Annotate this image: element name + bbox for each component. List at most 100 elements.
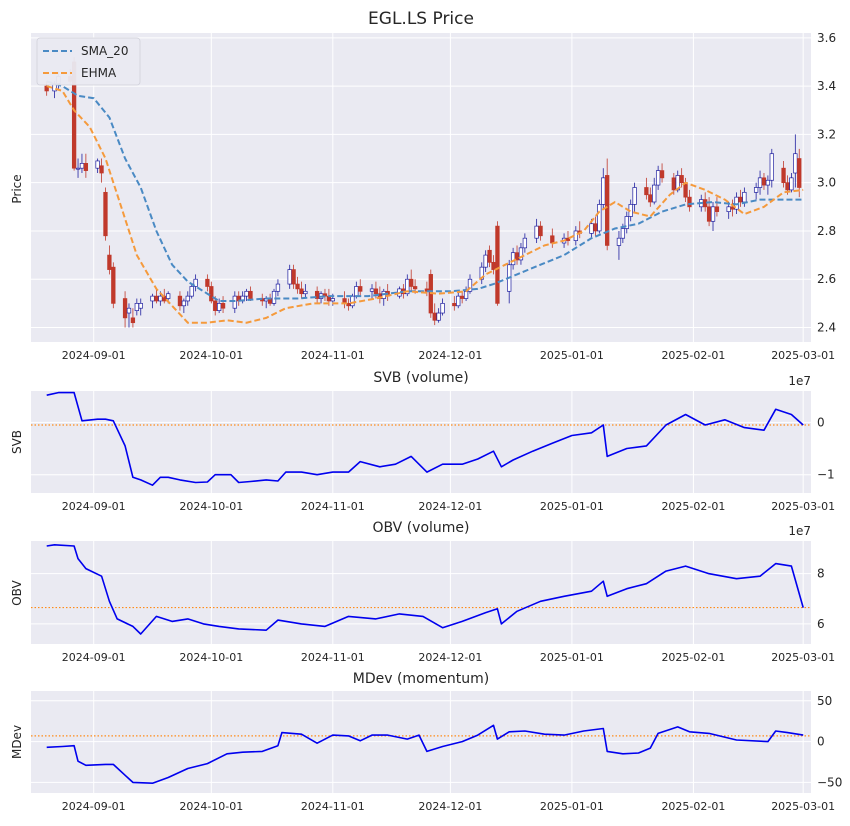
y-tick-label: 2.4 — [817, 321, 836, 335]
candle-body — [373, 288, 379, 295]
sma-20-line — [46, 80, 804, 302]
candle-body — [714, 206, 720, 212]
candle-body — [177, 295, 183, 307]
candle-body — [624, 216, 629, 229]
candle-body — [295, 283, 300, 290]
candle-body — [354, 286, 359, 297]
candle-body — [213, 300, 218, 311]
x-tick-label: 2025-01-01 — [540, 800, 604, 813]
y-tick-label: 0 — [817, 735, 825, 749]
x-tick-label: 2025-02-01 — [661, 800, 725, 813]
candle-body — [460, 295, 465, 299]
candle-body — [248, 290, 253, 299]
y-tick-label: −50 — [817, 775, 842, 789]
series-line — [46, 724, 804, 785]
candle-body — [761, 177, 767, 186]
candle-body — [436, 312, 441, 321]
candle-body — [765, 179, 771, 186]
candle-body — [797, 158, 802, 188]
candle-body — [358, 286, 363, 292]
candle-body — [452, 303, 457, 307]
svb-offset-label: 1e7 — [788, 374, 811, 388]
candle-body — [793, 153, 798, 174]
candle-body — [491, 261, 496, 270]
candle-body — [209, 286, 214, 302]
candle-body — [479, 266, 484, 280]
candle-body — [655, 170, 661, 186]
candle-body — [781, 167, 786, 184]
candle-body — [122, 298, 128, 319]
candle-body — [605, 175, 610, 246]
candle-body — [412, 286, 418, 290]
price-y-ticks: 2.4 2.6 2.8 3.0 3.2 3.4 3.6 — [817, 31, 836, 335]
y-tick-label: 2.6 — [817, 272, 836, 286]
candle-body — [193, 278, 198, 287]
x-tick-label: 2024-09-01 — [62, 800, 126, 813]
obv-y-ticks: 68 — [817, 567, 825, 631]
price-y-axis-label: Price — [10, 174, 24, 203]
y-tick-label: 8 — [817, 567, 825, 581]
candle-body — [134, 303, 139, 311]
svb-title: SVB (volume) — [373, 370, 468, 386]
candle-body — [644, 187, 649, 196]
candle-body — [522, 237, 528, 249]
candle-body — [738, 196, 743, 203]
obv-line — [46, 543, 804, 635]
y-tick-label: 6 — [817, 617, 825, 631]
candle-body — [205, 278, 210, 287]
price-grid — [31, 33, 811, 342]
candle-body — [573, 230, 578, 241]
candle-body — [597, 204, 602, 232]
mdev-y-axis-label: MDev — [10, 725, 24, 759]
candle-body — [456, 295, 461, 307]
x-tick-label: 2024-12-01 — [418, 349, 482, 362]
x-tick-label: 2025-03-01 — [771, 800, 835, 813]
candle-body — [130, 317, 136, 324]
candle-body — [158, 295, 163, 302]
candle-body — [107, 254, 112, 270]
candle-body — [601, 177, 606, 205]
candle-body — [487, 249, 492, 263]
x-tick-label: 2025-03-01 — [771, 349, 835, 362]
x-tick-label: 2024-10-01 — [179, 651, 243, 664]
x-tick-label: 2024-09-01 — [62, 500, 126, 513]
candle-body — [538, 225, 543, 237]
mdev-line — [46, 724, 804, 785]
obv-grid — [31, 541, 811, 644]
candle-body — [216, 303, 222, 311]
candle-body — [103, 191, 108, 237]
candle-body — [79, 163, 85, 169]
price-title: EGL.LS Price — [368, 9, 474, 29]
candle-body — [769, 153, 774, 181]
candle-body — [244, 290, 249, 297]
candle-body — [616, 237, 622, 246]
candle-body — [679, 175, 684, 184]
candle-body — [648, 194, 653, 203]
svb-line — [46, 391, 804, 487]
candle-body — [620, 228, 626, 239]
candle-body — [291, 269, 296, 285]
obv-panel: 68 2024-09-01 2024-10-01 2024-11-01 2024-12… — [10, 520, 835, 664]
candle-body — [671, 177, 676, 191]
price-x-ticks: 2024-09-01 2024-10-01 2024-11-01 2024-12-01… — [62, 349, 835, 362]
y-tick-label: 50 — [817, 694, 832, 708]
candle-body — [757, 177, 763, 188]
candle-body — [463, 290, 469, 299]
svb-grid — [31, 391, 811, 493]
candle-body — [350, 295, 355, 307]
candle-body — [659, 170, 665, 179]
candle-body — [189, 286, 194, 297]
x-tick-label: 2024-10-01 — [179, 800, 243, 813]
candle-body — [232, 295, 237, 309]
candle-body — [726, 206, 731, 212]
candle-body — [166, 293, 171, 299]
obv-title: OBV (volume) — [372, 520, 469, 536]
candle-body — [467, 278, 473, 292]
x-tick-label: 2024-12-01 — [418, 500, 482, 513]
candle-body — [789, 177, 794, 191]
candle-body — [632, 187, 637, 205]
x-tick-label: 2024-10-01 — [179, 500, 243, 513]
obv-offset-label: 1e7 — [788, 524, 811, 538]
candle-body — [687, 196, 692, 208]
